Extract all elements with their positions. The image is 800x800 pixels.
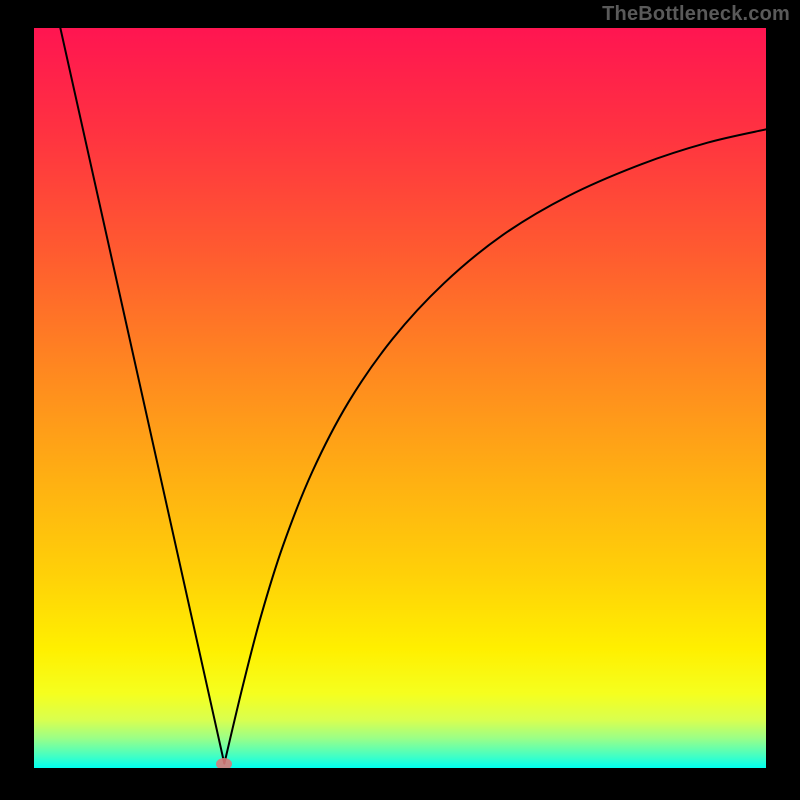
bottleneck-curve bbox=[34, 28, 766, 768]
plot-area bbox=[34, 28, 766, 768]
watermark-text: TheBottleneck.com bbox=[602, 3, 790, 26]
minimum-marker bbox=[216, 758, 232, 768]
outer-frame: TheBottleneck.com bbox=[0, 0, 800, 800]
